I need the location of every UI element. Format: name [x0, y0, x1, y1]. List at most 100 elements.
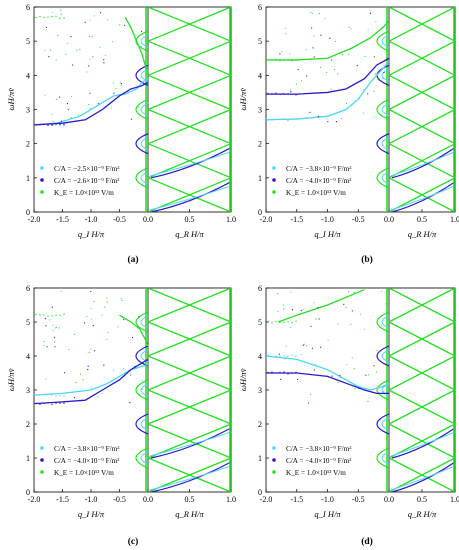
scatter-dot	[60, 9, 62, 11]
series-dot	[295, 371, 297, 374]
scatter-dot	[51, 306, 53, 308]
series-line-blue	[34, 358, 149, 405]
scatter-dot	[54, 346, 56, 348]
scatter-dot	[88, 103, 90, 106]
scatter-dot	[101, 392, 103, 395]
series-dot	[39, 394, 41, 396]
chart-panel-3: 0 1 2 3 4 5 6 -2.0 -1.5 -1.0 -0.5 0.0 0.5 1.0 ωH/πv̄ q_…	[6, 284, 236, 547]
scatter-dot	[346, 363, 348, 366]
loop-arc	[135, 447, 149, 469]
x-tick-label: -0.5	[113, 495, 126, 504]
band-line-blue	[150, 147, 231, 179]
scatter-dot	[351, 357, 353, 359]
scatter-dot	[57, 34, 59, 36]
band-line-blue	[391, 427, 455, 459]
x-tick-label: -1.0	[85, 215, 98, 224]
series-dot	[295, 94, 297, 96]
band-line-green	[388, 423, 455, 459]
scatter-dot	[313, 369, 315, 371]
scatter-dot	[375, 371, 378, 373]
series-dot	[283, 321, 285, 323]
scatter-dot	[362, 112, 364, 114]
loop-arc	[140, 103, 149, 116]
scatter-dot	[320, 346, 322, 348]
scatter-dot	[317, 116, 320, 118]
band-line-green	[388, 7, 455, 42]
x-tick-label: -0.5	[352, 495, 365, 504]
x-tick-label: 0.0	[384, 215, 394, 224]
loop-arc	[376, 447, 390, 469]
scatter-dot	[284, 358, 286, 360]
scatter-dot	[66, 42, 69, 44]
scatter-dot	[112, 82, 115, 84]
scatter-dot	[350, 28, 352, 30]
x-tick-label: -2.0	[260, 495, 273, 504]
band-line-blue	[391, 181, 455, 212]
band-line-green	[147, 177, 231, 212]
series-dot	[283, 93, 285, 95]
scatter-dot	[374, 73, 376, 75]
legend-marker	[40, 470, 44, 474]
scatter-dot	[111, 41, 114, 43]
series-dot	[35, 402, 37, 405]
band-line-blue	[150, 427, 231, 459]
scatter-dot	[79, 373, 82, 375]
scatter-dot	[364, 55, 366, 58]
scatter-dot	[320, 66, 322, 69]
scatter-dot	[135, 367, 138, 370]
band-line-green	[147, 288, 231, 323]
y-tick-label: 6	[258, 3, 262, 12]
scatter-dot	[326, 71, 328, 73]
scatter-dot	[381, 67, 384, 69]
x-axis-label-left: q_I H/π	[78, 509, 105, 519]
x-axis-label-right: q_R H/π	[175, 229, 204, 239]
x-axis-label-left: q_I H/π	[78, 229, 105, 239]
y-tick-label: 2	[26, 140, 30, 149]
series-dot	[55, 395, 57, 397]
legend-label: C/A = −4.0×10⁻⁹ F/m²	[54, 457, 119, 465]
scatter-dot	[89, 107, 92, 109]
scatter-dot	[82, 379, 84, 381]
series-dot	[55, 15, 57, 18]
series-dot	[43, 16, 45, 19]
x-axis-label-left: q_I H/π	[314, 229, 341, 239]
x-axis-label-left: q_I H/π	[314, 509, 341, 519]
scatter-dot	[385, 303, 387, 305]
scatter-dot	[363, 89, 365, 91]
legend-marker	[272, 178, 276, 182]
loop-arc	[376, 133, 390, 155]
scatter-dot	[295, 83, 298, 85]
plot-area	[34, 7, 231, 212]
band-line-cyan	[390, 151, 455, 177]
scatter-dot	[71, 64, 74, 66]
series-dot	[275, 355, 277, 357]
loop-arc	[135, 413, 149, 435]
series-dot	[35, 394, 37, 397]
legend-label: K_E = 1.0×10¹² V/m	[286, 189, 346, 197]
y-tick-label: 6	[26, 284, 30, 293]
scatter-dot	[104, 54, 107, 56]
loop-arc	[381, 171, 390, 185]
y-tick-label: 2	[258, 420, 262, 429]
y-tick-label: 0	[26, 488, 30, 497]
y-tick-label: 1	[258, 174, 262, 183]
loop-arc	[135, 379, 149, 401]
scatter-dot	[282, 304, 284, 306]
scatter-dot	[120, 297, 122, 300]
series-dot	[55, 402, 57, 404]
loop-arc	[381, 315, 390, 329]
loop-arc	[140, 383, 149, 397]
series-dot	[279, 371, 281, 374]
scatter-dot	[94, 350, 96, 352]
scatter-dot	[63, 372, 66, 374]
scatter-dot	[313, 302, 315, 304]
loop-arc	[140, 34, 149, 48]
y-tick-label: 5	[26, 318, 30, 327]
series-dot	[287, 373, 289, 375]
scatter-dot	[83, 322, 86, 324]
scatter-dot	[373, 90, 375, 92]
series-dot	[43, 123, 45, 126]
scatter-dot	[45, 26, 48, 29]
y-axis-label: ωH/πv̄	[238, 87, 248, 110]
scatter-dot	[290, 291, 292, 294]
